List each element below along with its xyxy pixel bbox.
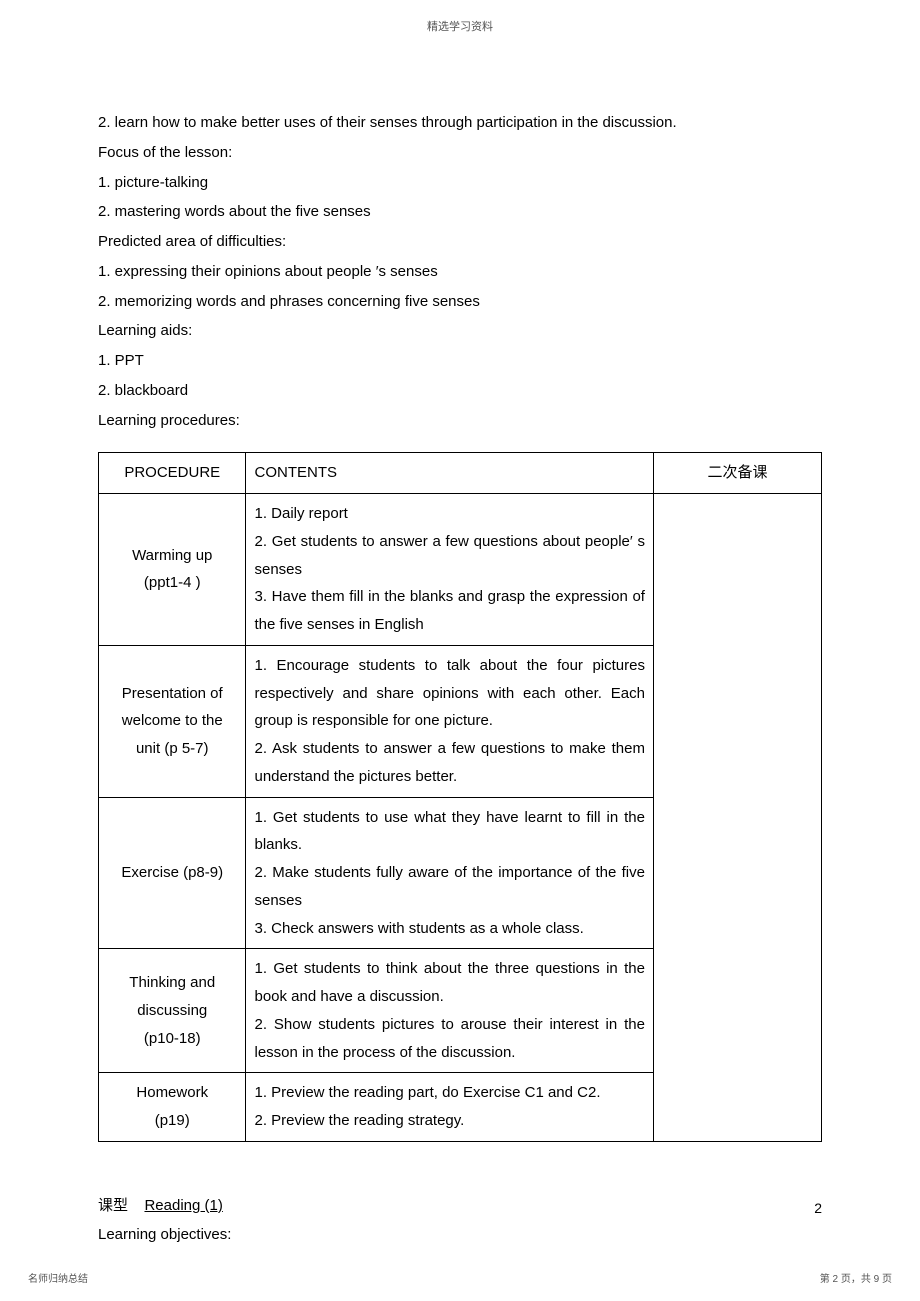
cell-procedure: Warming up(ppt1-4 ) [99, 494, 246, 646]
cell-contents: 1. Get students to use what they have le… [246, 797, 653, 949]
cell-procedure: Thinking anddiscussing(p10-18) [99, 949, 246, 1073]
cell-contents: 1. Get students to think about the three… [246, 949, 653, 1073]
footer-right: 第 2 页，共 9 页 [820, 1270, 892, 1285]
cell-notes-merged [653, 494, 821, 1142]
intro-line: Learning aids: [98, 317, 822, 345]
lesson-type-value: Reading (1) [144, 1197, 222, 1214]
intro-line: 1. PPT [98, 347, 822, 375]
intro-line: 2. learn how to make better uses of thei… [98, 109, 822, 137]
intro-line: 2. blackboard [98, 377, 822, 405]
header-title: 精选学习资料 [0, 0, 920, 34]
col-header-notes: 二次备课 [653, 453, 821, 494]
col-header-procedure: PROCEDURE [99, 453, 246, 494]
procedure-table-wrap: PROCEDURE CONTENTS 二次备课 Warming up(ppt1-… [98, 452, 822, 1142]
intro-line: 1. picture-talking [98, 169, 822, 197]
cell-contents: 1. Preview the reading part, do Exercise… [246, 1073, 653, 1142]
cell-procedure: Presentation ofwelcome to theunit (p 5-7… [99, 645, 246, 797]
intro-line: Focus of the lesson: [98, 139, 822, 167]
cell-procedure: Exercise (p8-9) [99, 797, 246, 949]
intro-line: Predicted area of difficulties: [98, 228, 822, 256]
procedure-table: PROCEDURE CONTENTS 二次备课 Warming up(ppt1-… [98, 452, 822, 1142]
table-header-row: PROCEDURE CONTENTS 二次备课 [99, 453, 822, 494]
footer-left: 名师归纳总结 [28, 1270, 88, 1285]
intro-line: 2. memorizing words and phrases concerni… [98, 288, 822, 316]
table-row: Warming up(ppt1-4 ) 1. Daily report2. Ge… [99, 494, 822, 646]
col-header-contents: CONTENTS [246, 453, 653, 494]
cell-procedure: Homework(p19) [99, 1073, 246, 1142]
intro-line: Learning procedures: [98, 407, 822, 435]
lesson-type-block: 课型 Reading (1) [98, 1194, 822, 1215]
intro-block: 2. learn how to make better uses of thei… [98, 109, 822, 434]
intro-line: 1. expressing their opinions about peopl… [98, 258, 822, 286]
page-number: 2 [814, 1200, 822, 1216]
main-content: 2. learn how to make better uses of thei… [0, 34, 920, 1249]
cell-contents: 1. Daily report2. Get students to answer… [246, 494, 653, 646]
learning-objectives-label: Learning objectives: [98, 1221, 822, 1249]
cell-contents: 1. Encourage students to talk about the … [246, 645, 653, 797]
lesson-type-label: 课型 [98, 1197, 128, 1214]
intro-line: 2. mastering words about the five senses [98, 198, 822, 226]
